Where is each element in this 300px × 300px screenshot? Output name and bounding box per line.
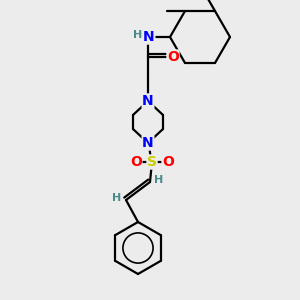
Text: N: N (142, 94, 154, 108)
Text: H: H (112, 193, 122, 203)
Text: O: O (130, 155, 142, 169)
Text: N: N (142, 136, 154, 150)
Text: H: H (134, 30, 142, 40)
Text: O: O (167, 50, 179, 64)
Text: O: O (162, 155, 174, 169)
Text: S: S (147, 155, 157, 169)
Text: H: H (154, 175, 164, 185)
Text: N: N (143, 30, 155, 44)
